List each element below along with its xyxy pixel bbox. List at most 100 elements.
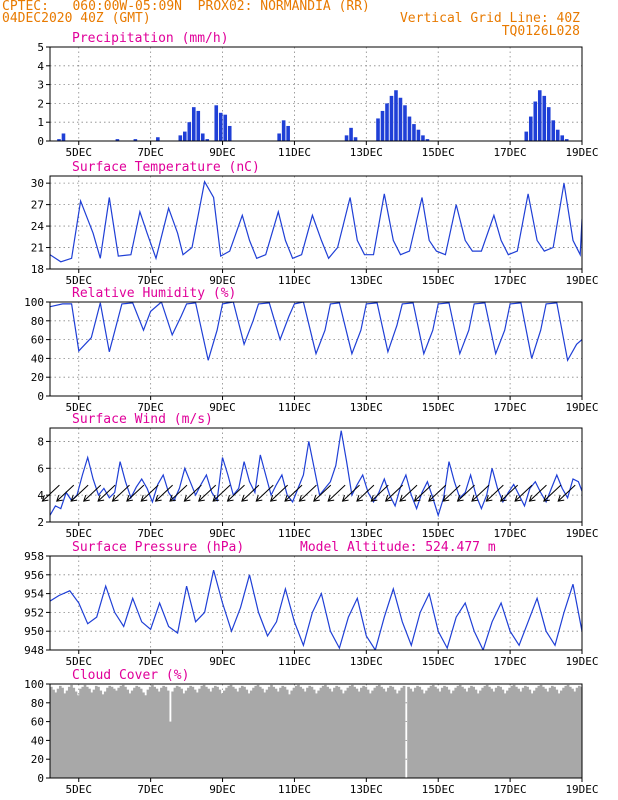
cloud-bar xyxy=(465,691,469,778)
cloud-bar xyxy=(427,687,431,778)
precip-bar xyxy=(200,133,205,141)
cloud-bar xyxy=(285,689,289,778)
y-tick-label: 954 xyxy=(24,588,44,601)
cloud-bar xyxy=(187,687,190,778)
cloud-bar xyxy=(205,686,208,778)
cloud-bar xyxy=(564,685,568,778)
x-tick-label: 5DEC xyxy=(66,527,93,540)
wind-arrow-head xyxy=(41,494,49,502)
cloud-bar xyxy=(243,686,246,778)
wind-arrow-head xyxy=(183,494,191,502)
precip-bar xyxy=(281,120,286,141)
x-tick-label: 7DEC xyxy=(137,401,164,414)
cloud-bar xyxy=(470,685,473,778)
x-tick-label: 9DEC xyxy=(209,655,236,668)
cloud-bar xyxy=(220,693,224,778)
cloud-bar xyxy=(384,691,388,778)
cloud-bar xyxy=(566,684,570,778)
cloud-bar xyxy=(557,693,561,778)
cloud-bar xyxy=(249,690,253,778)
cloud-bar xyxy=(555,689,559,778)
cloud-bar xyxy=(440,687,444,778)
x-tick-label: 11DEC xyxy=(278,783,311,796)
x-tick-label: 7DEC xyxy=(137,274,164,287)
wind-arrow xyxy=(543,484,562,502)
wind-arrow-head xyxy=(399,494,407,502)
cloud-bar xyxy=(515,686,518,778)
cloud-bar xyxy=(193,689,197,778)
cloud-bar xyxy=(337,686,341,778)
cloud-bar xyxy=(297,684,300,778)
cloud-bar xyxy=(443,685,446,778)
cloud-bar xyxy=(559,690,563,778)
cloud-bar xyxy=(438,691,442,778)
x-tick-label: 5DEC xyxy=(66,655,93,668)
precip-bar xyxy=(560,135,565,141)
wind-arrow xyxy=(414,484,432,502)
cloud-bar xyxy=(117,687,121,778)
wind-arrow-head xyxy=(212,494,220,502)
wind-arrow xyxy=(83,484,102,502)
cloud-bar xyxy=(265,689,269,778)
cloud-bar xyxy=(449,693,453,778)
y-tick-label: 18 xyxy=(31,263,44,276)
cloud-bar xyxy=(463,688,467,778)
cloud-bar xyxy=(344,690,347,778)
y-tick-label: 60 xyxy=(31,334,44,347)
wind-arrow-head xyxy=(528,494,536,502)
wind-arrow xyxy=(399,484,418,502)
x-tick-label: 11DEC xyxy=(278,274,311,287)
cloud-bar xyxy=(56,688,60,778)
cloud-bar xyxy=(184,690,188,778)
wind-arrow-head xyxy=(140,494,148,502)
precip-bar xyxy=(407,116,412,141)
x-tick-label: 13DEC xyxy=(350,146,383,159)
cloud-bar xyxy=(178,686,181,778)
cloud-bar xyxy=(247,693,251,778)
wind-arrow xyxy=(428,484,447,502)
cloud-bar xyxy=(236,691,240,778)
cloud-bar xyxy=(503,693,507,778)
x-tick-label: 5DEC xyxy=(66,146,93,159)
cloud-bar xyxy=(52,689,55,778)
cloud-bar xyxy=(70,684,73,778)
cloud-bar xyxy=(445,686,449,778)
y-tick-label: 100 xyxy=(24,296,44,309)
cloud-bar xyxy=(254,685,258,778)
cloud-bar xyxy=(227,685,231,778)
cloud-bar xyxy=(162,685,165,778)
cloud-bar xyxy=(256,684,260,778)
cloud-bar xyxy=(472,686,476,778)
cloud-bar xyxy=(501,689,505,778)
cloud-bar xyxy=(521,687,525,778)
x-tick-label: 7DEC xyxy=(137,146,164,159)
cloud-bar xyxy=(106,687,109,778)
wind-arrow xyxy=(140,484,159,502)
panel-subtitle-4: Model Altitude: 524.477 m xyxy=(300,540,496,555)
x-tick-label: 15DEC xyxy=(422,274,455,287)
cloud-bar xyxy=(182,693,186,778)
cloud-bar xyxy=(400,687,404,778)
precip-bar xyxy=(115,139,120,141)
y-tick-label: 952 xyxy=(24,606,44,619)
y-tick-label: 0 xyxy=(37,772,44,785)
y-tick-label: 4 xyxy=(37,489,44,502)
wind-arrow xyxy=(327,484,346,502)
cloud-bar xyxy=(458,684,462,778)
cloud-bar xyxy=(317,690,320,778)
wind-arrow xyxy=(442,484,461,502)
cloud-bar xyxy=(326,686,329,778)
cloud-bar xyxy=(434,686,437,778)
cloud-bar xyxy=(461,686,464,778)
cloud-bar xyxy=(191,686,195,778)
cloud-bar xyxy=(97,686,100,778)
cloud-bar xyxy=(492,691,496,778)
wind-arrow xyxy=(241,484,260,502)
cloud-bar xyxy=(330,691,334,778)
cloud-bar xyxy=(276,691,280,778)
cloud-bar xyxy=(229,684,233,778)
x-tick-label: 9DEC xyxy=(209,527,236,540)
x-tick-label: 9DEC xyxy=(209,146,236,159)
y-tick-label: 0 xyxy=(37,390,44,403)
cloud-bar xyxy=(537,685,541,778)
